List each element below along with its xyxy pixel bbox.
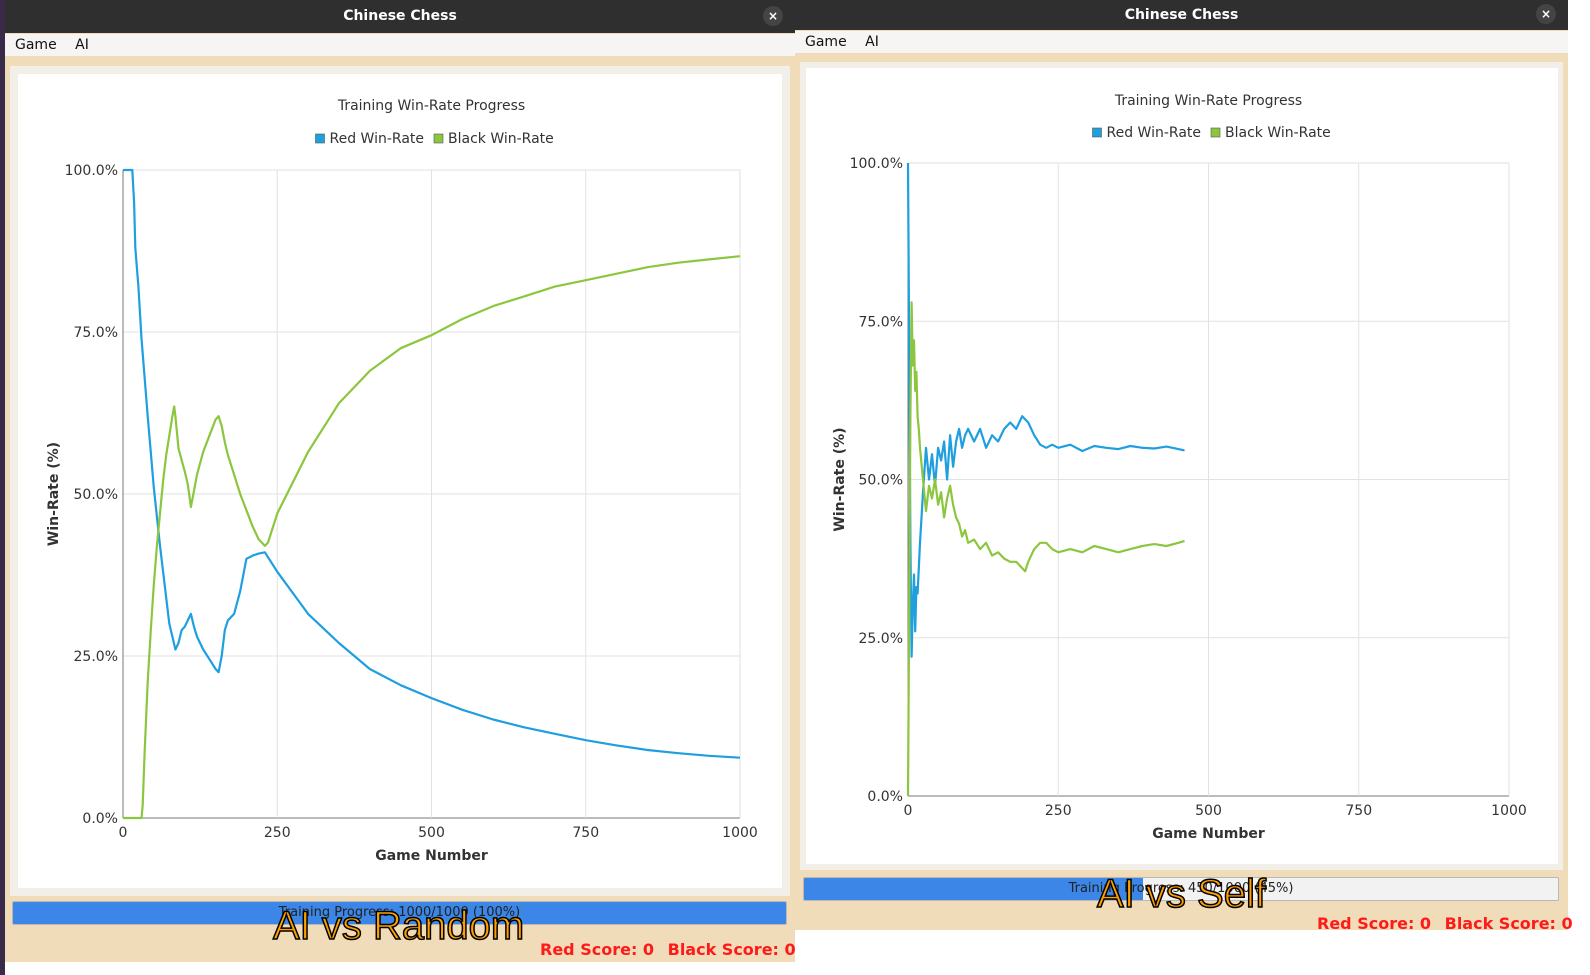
x-tick-label: 1000 [722,825,758,841]
x-tick-label: 500 [1195,803,1222,819]
window-title: Chinese Chess [343,8,457,24]
win-rate-chart: Training Win-Rate Progress Red Win-Rate Bl… [832,93,1527,842]
legend-label: Red Win-Rate [1107,125,1202,141]
chart-area: Training Win-Rate Progress Red Win-Rate Bl… [18,74,782,888]
y-tick-label: 100.0% [850,156,903,172]
series-line-black [123,255,741,820]
y-tick-label: 25.0% [74,649,118,665]
training-progress-bar: Training Progress: 1000/1000 (100%) [12,901,787,925]
y-tick-label: 0.0% [82,811,118,827]
training-progress-bar: Training Progress: 450/1000 (45%) [803,877,1559,901]
black-score: Black Score: 0 [667,940,796,959]
menu-bar: Game AI [5,34,795,56]
progress-fill [13,902,786,924]
x-tick-label: 0 [119,825,128,841]
y-tick-label: 75.0% [74,325,118,341]
legend-swatch [1092,127,1102,138]
y-tick-label: 75.0% [859,314,903,330]
x-tick-label: 0 [904,803,913,819]
progress-label: Training Progress: 1000/1000 (100%) [278,905,521,920]
x-tick-label: 1000 [1491,803,1527,819]
chart-title: Training Win-Rate Progress [1114,93,1302,109]
y-axis-label: Win-Rate (%) [46,442,62,546]
legend-label: Black Win-Rate [448,131,554,147]
y-axis-label: Win-Rate (%) [832,427,848,531]
legend-swatch [433,133,444,144]
progress-label: Training Progress: 450/1000 (45%) [1068,881,1294,896]
close-icon[interactable]: × [1536,4,1556,24]
menu-bar: Game AI [795,31,1568,53]
x-axis-label: Game Number [1152,826,1265,842]
score-display: Red Score: 0 Black Score: 0 [1317,914,1573,933]
legend-label: Red Win-Rate [330,131,425,147]
x-tick-label: 750 [1345,803,1372,819]
menu-game[interactable]: Game [805,34,847,50]
y-tick-label: 50.0% [74,487,118,503]
legend-swatch [1210,127,1221,138]
y-tick-label: 25.0% [859,631,903,647]
win-rate-chart: Training Win-Rate Progress Red Win-Rate Bl… [46,98,758,864]
legend-swatch [315,133,325,144]
legend-item: Black Win-Rate [433,131,554,147]
score-display: Red Score: 0 Black Score: 0 [540,940,796,959]
window-ai-vs-random: Chinese Chess × Game AI Training Win-Rat… [5,0,796,962]
x-tick-label: 500 [418,825,445,841]
title-bar: Chinese Chess [795,0,1568,30]
y-tick-label: 100.0% [65,163,118,179]
legend-item: Red Win-Rate [1092,125,1202,141]
series-line-red [906,162,1185,658]
close-icon[interactable]: × [763,6,783,26]
black-score: Black Score: 0 [1444,914,1573,933]
desktop-edge [0,0,5,975]
x-tick-label: 250 [1045,803,1072,819]
title-bar: Chinese Chess [5,0,795,33]
chart-title: Training Win-Rate Progress [337,98,525,114]
window-ai-vs-self: Chinese Chess × Game AI Training Win-Rat… [795,0,1573,933]
chart-panel: Training Win-Rate Progress Red Win-Rate Bl… [10,66,790,896]
menu-ai[interactable]: AI [865,34,879,50]
legend-item: Black Win-Rate [1210,125,1331,141]
chart-area: Training Win-Rate Progress Red Win-Rate Bl… [806,68,1558,864]
y-tick-label: 50.0% [859,473,903,489]
window-title: Chinese Chess [1124,7,1239,23]
legend-label: Black Win-Rate [1225,125,1331,141]
progress-fill [804,878,1144,900]
red-score: Red Score: 0 [1317,914,1432,933]
x-tick-label: 750 [572,825,599,841]
menu-ai[interactable]: AI [75,37,89,53]
caption-ai-vs-random: AI vs Random [272,903,525,949]
series-line-red [123,168,741,759]
series-line-black [906,301,1185,797]
menu-game[interactable]: Game [15,37,57,53]
red-score: Red Score: 0 [540,940,655,959]
chart-panel: Training Win-Rate Progress Red Win-Rate Bl… [800,62,1563,870]
y-tick-label: 0.0% [867,789,903,805]
x-tick-label: 250 [264,825,291,841]
caption-ai-vs-self: AI vs Self [1096,871,1266,917]
x-axis-label: Game Number [375,848,488,864]
legend-item: Red Win-Rate [315,131,425,147]
